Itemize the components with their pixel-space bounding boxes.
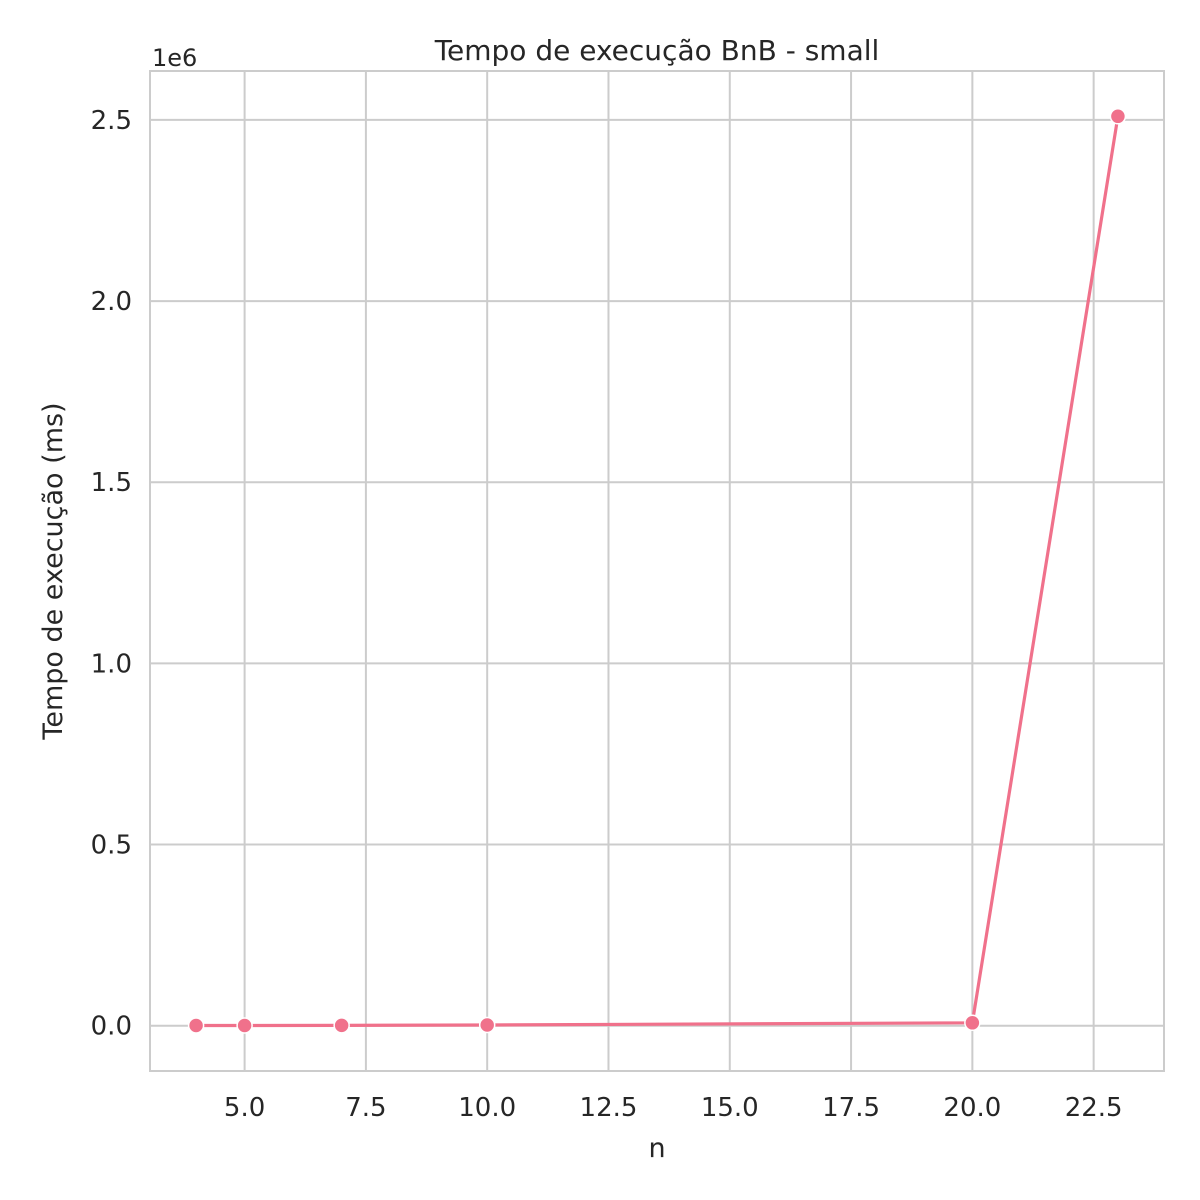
grid-lines: [150, 71, 1164, 1071]
data-point: [964, 1014, 981, 1032]
x-tick-label: 5.0: [224, 1093, 265, 1123]
chart-title: Tempo de execução BnB - small: [434, 34, 880, 67]
x-tick-label: 10.0: [458, 1093, 516, 1123]
y-tick-label: 2.0: [91, 287, 132, 317]
series: [187, 108, 1127, 1034]
x-tick-label: 22.5: [1065, 1093, 1123, 1123]
data-point: [187, 1017, 205, 1034]
x-axis-ticks: 5.0 7.5 10.0 12.5 15.0 17.5 20.0 22.5: [224, 1093, 1123, 1123]
y-axis-ticks: 0.0 0.5 1.0 1.5 2.0 2.5: [91, 106, 132, 1042]
plot-frame: [149, 70, 1165, 1072]
data-point: [1109, 108, 1127, 125]
x-tick-label: 15.0: [701, 1093, 759, 1123]
data-point: [478, 1016, 496, 1034]
y-tick-label: 1.0: [91, 649, 132, 679]
x-tick-label: 12.5: [580, 1093, 638, 1123]
y-tick-label: 1.5: [91, 468, 132, 498]
x-axis-label: n: [648, 1133, 665, 1164]
data-point: [236, 1017, 253, 1034]
x-tick-label: 17.5: [822, 1093, 880, 1123]
y-tick-label: 0.0: [91, 1012, 132, 1042]
x-tick-label: 7.5: [345, 1093, 386, 1123]
y-tick-label: 2.5: [91, 106, 132, 136]
y-tick-label: 0.5: [91, 831, 132, 861]
x-tick-label: 20.0: [943, 1093, 1001, 1123]
data-point: [333, 1017, 350, 1034]
y-axis-label: Tempo de execução (ms): [38, 402, 69, 740]
y-axis-offset-label: 1e6: [152, 44, 197, 72]
